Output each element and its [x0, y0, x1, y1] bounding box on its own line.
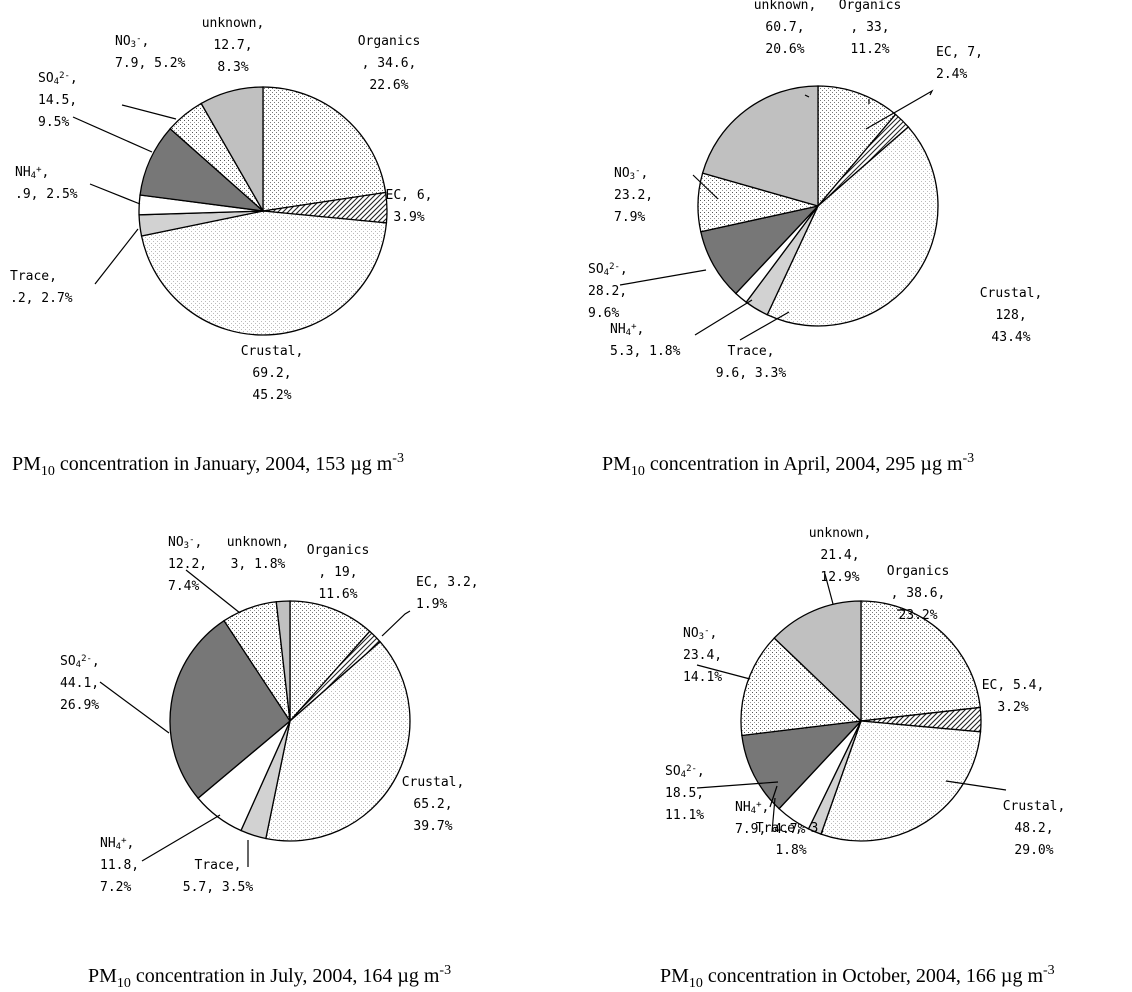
leader-line	[89, 183, 141, 205]
slice-label: Trace, 3, 1.8%	[756, 821, 826, 858]
slice-label: NH4+, 7.9, 4.7%	[735, 800, 806, 837]
slice-label: unknown, 21.4, 12.9%	[809, 526, 872, 585]
pie-slice-organics	[262, 86, 387, 212]
slice-label: EC, 6, 3.9%	[386, 188, 433, 225]
slice-label: NH4+, 11.8, 7.2%	[100, 836, 139, 895]
pie-slice-crustal	[820, 720, 982, 842]
chart-caption: PM10 concentration in July, 2004, 164 µg…	[88, 963, 451, 991]
slice-label: Crustal, 48.2, 29.0%	[1003, 799, 1066, 858]
leader-line	[804, 94, 810, 98]
slice-label: NH4+, 5.3, 1.8%	[610, 322, 681, 359]
pie-slice-crustal	[265, 640, 411, 842]
chart-caption: PM10 concentration in January, 2004, 153…	[12, 451, 404, 479]
slice-label: NO3-, 7.9, 5.2%	[115, 34, 186, 71]
leader-line	[185, 569, 241, 614]
leader-line	[696, 781, 779, 789]
slice-label: SO42-, 14.5, 9.5%	[38, 71, 78, 130]
slice-label: Organics, 38.6, 23.2%	[887, 564, 950, 623]
leader-line	[694, 299, 753, 336]
slice-label: SO42-, 44.1, 26.9%	[60, 654, 100, 713]
slice-label: SO42-, 18.5, 11.1%	[665, 764, 705, 823]
chart-caption: PM10 concentration in April, 2004, 295 µ…	[602, 451, 974, 479]
leader-line	[769, 785, 778, 808]
slice-label: NH4+, .9, 2.5%	[15, 165, 78, 202]
pie-slice-unknown	[701, 85, 819, 207]
leader-line	[141, 814, 221, 862]
pie-slice-unknown	[200, 86, 264, 214]
slice-label: unknown, 3, 1.8%	[227, 535, 290, 572]
slice-label: NO3-, 23.4, 14.1%	[683, 626, 722, 685]
pie-slice-no3	[740, 637, 863, 737]
pie-slice-unknown	[275, 600, 291, 722]
pie-slice-crustal	[140, 210, 388, 336]
slice-label: Trace, 9.6, 3.3%	[716, 344, 787, 381]
leader-line	[771, 797, 776, 833]
slice-label: SO42-, 28.2, 9.6%	[588, 262, 628, 321]
slice-label: Trace, .2, 2.7%	[10, 269, 73, 306]
slice-label: Trace, 5.7, 3.5%	[183, 858, 254, 895]
slice-label: unknown, 12.7, 8.3%	[202, 16, 265, 75]
leader-line	[381, 610, 411, 637]
pie-slice-unknown	[773, 600, 862, 723]
leader-line	[692, 174, 719, 200]
leader-line	[696, 664, 751, 680]
leader-line	[945, 780, 1007, 791]
leader-line	[94, 228, 139, 285]
leader-line	[865, 89, 934, 130]
slice-label: Organics, 33, 11.2%	[839, 0, 902, 57]
leader-line	[619, 269, 707, 286]
slice-label: NO3-, 23.2, 7.9%	[614, 166, 653, 225]
pie-slice-so42	[169, 619, 291, 800]
pie-slice-so42	[741, 720, 863, 810]
leader-line	[121, 104, 177, 120]
slice-label: Crustal, 65.2, 39.7%	[402, 775, 465, 834]
leader-line	[824, 573, 834, 605]
slice-label: EC, 3.2, 1.9%	[416, 575, 479, 612]
slice-label: EC, 7, 2.4%	[936, 45, 983, 82]
leader-line	[99, 681, 170, 734]
slice-label: Crustal, 128, 43.4%	[980, 286, 1043, 345]
leader-line	[72, 116, 153, 153]
leader-line	[739, 311, 790, 341]
slice-label: Crustal, 69.2, 45.2%	[241, 344, 304, 403]
pie-slice-organics	[289, 600, 371, 723]
slice-label: unknown, 60.7, 20.6%	[754, 0, 817, 57]
slice-label: EC, 5.4, 3.2%	[982, 678, 1045, 715]
chart-caption: PM10 concentration in October, 2004, 166…	[660, 963, 1055, 991]
slice-label: NO3-, 12.2, 7.4%	[168, 535, 207, 594]
slice-label: Organics, 34.6, 22.6%	[358, 34, 421, 93]
pie-slice-crustal	[766, 126, 939, 327]
slice-label: Organics, 19, 11.6%	[307, 543, 370, 602]
pie-slice-organics	[860, 600, 981, 722]
